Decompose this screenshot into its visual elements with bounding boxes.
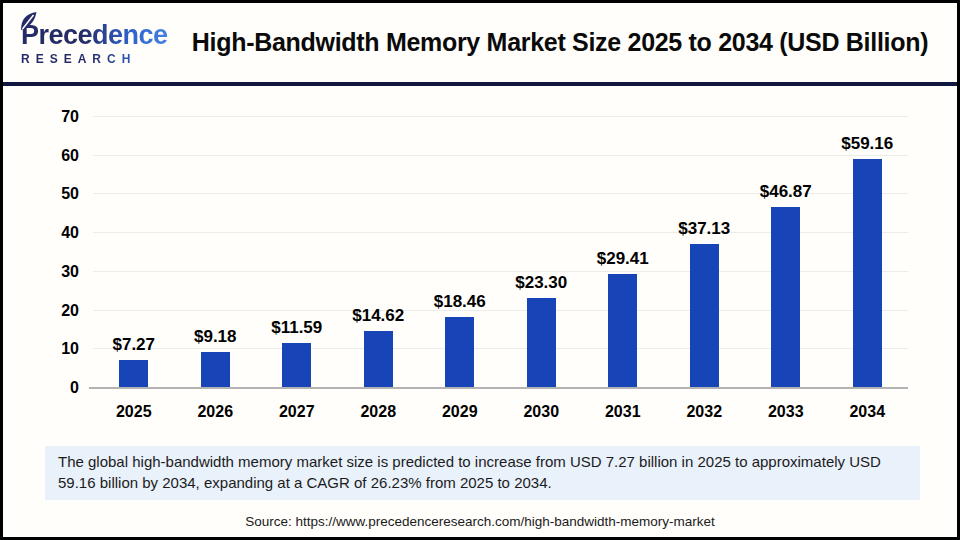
bar xyxy=(608,274,637,388)
y-axis-tick-label: 30 xyxy=(3,263,79,281)
chart-title: High-Bandwidth Memory Market Size 2025 t… xyxy=(171,28,957,57)
y-axis-tick-label: 50 xyxy=(3,185,79,203)
bar xyxy=(201,352,230,388)
bar xyxy=(853,159,882,388)
x-axis-tick-label: 2027 xyxy=(256,403,338,421)
source-line: Source: https://www.precedenceresearch.c… xyxy=(3,514,957,529)
bar-value-label: $29.41 xyxy=(597,249,649,269)
y-axis-tick-label: 0 xyxy=(3,379,79,397)
y-axis-tick-label: 70 xyxy=(3,108,79,126)
bar xyxy=(527,298,556,388)
bar-group: $9.18 xyxy=(175,117,257,388)
y-axis-tick-label: 10 xyxy=(3,340,79,358)
header-divider xyxy=(3,82,957,86)
logo-subtitle: RESEARCH xyxy=(21,52,171,66)
x-axis-tick-label: 2030 xyxy=(501,403,583,421)
logo-wordmark-row: Precedence xyxy=(21,20,168,51)
x-axis-tick-label: 2025 xyxy=(93,403,175,421)
bar-group: $29.41 xyxy=(582,117,664,388)
bar-group: $23.30 xyxy=(501,117,583,388)
plot-area: $7.27 $9.18 $11.59 $14.62 $18.46 $23.30 $29.41… xyxy=(93,117,908,388)
y-axis-tick-label: 60 xyxy=(3,147,79,165)
summary-text: The global high-bandwidth memory market … xyxy=(45,452,920,493)
bar-group: $11.59 xyxy=(256,117,338,388)
bar-value-label: $37.13 xyxy=(678,219,730,239)
summary-box: The global high-bandwidth memory market … xyxy=(45,446,920,500)
market-infographic: Precedence RESEARCH High-Bandwidth Memor… xyxy=(0,0,960,540)
header: Precedence RESEARCH High-Bandwidth Memor… xyxy=(3,3,957,82)
bar xyxy=(771,207,800,388)
x-axis-tick-label: 2033 xyxy=(745,403,827,421)
y-axis-tick-label: 20 xyxy=(3,302,79,320)
y-axis: 010203040506070 xyxy=(3,117,79,388)
bar-value-label: $59.16 xyxy=(841,134,893,154)
x-axis-line xyxy=(89,387,908,389)
y-axis-tick-label: 40 xyxy=(3,224,79,242)
bar-group: $59.16 xyxy=(827,117,909,388)
bar xyxy=(445,317,474,388)
x-axis-tick-label: 2031 xyxy=(582,403,664,421)
bar-value-label: $18.46 xyxy=(434,292,486,312)
bar-group: $18.46 xyxy=(419,117,501,388)
x-axis-tick-label: 2029 xyxy=(419,403,501,421)
x-axis-labels: 2025202620272028202920302031203220332034 xyxy=(93,403,908,421)
bar-value-label: $7.27 xyxy=(112,335,155,355)
bar xyxy=(364,331,393,388)
bar-group: $14.62 xyxy=(338,117,420,388)
x-axis-tick-label: 2026 xyxy=(175,403,257,421)
bar-group: $7.27 xyxy=(93,117,175,388)
x-axis-tick-label: 2032 xyxy=(664,403,746,421)
bar-series: $7.27 $9.18 $11.59 $14.62 $18.46 $23.30 $29.41… xyxy=(93,117,908,388)
bar-group: $46.87 xyxy=(745,117,827,388)
bar xyxy=(690,244,719,388)
x-axis-tick-label: 2028 xyxy=(338,403,420,421)
precedence-research-logo: Precedence RESEARCH xyxy=(3,20,171,66)
bar-value-label: $23.30 xyxy=(515,273,567,293)
leaf-icon xyxy=(19,11,38,32)
x-axis-tick-label: 2034 xyxy=(827,403,909,421)
bar-value-label: $46.87 xyxy=(760,182,812,202)
bar-value-label: $9.18 xyxy=(194,327,237,347)
bar-group: $37.13 xyxy=(664,117,746,388)
bar xyxy=(119,360,148,388)
bar-value-label: $11.59 xyxy=(271,318,322,338)
bar-value-label: $14.62 xyxy=(352,306,404,326)
logo-wordmark: Precedence xyxy=(21,20,168,50)
bar xyxy=(282,343,311,388)
